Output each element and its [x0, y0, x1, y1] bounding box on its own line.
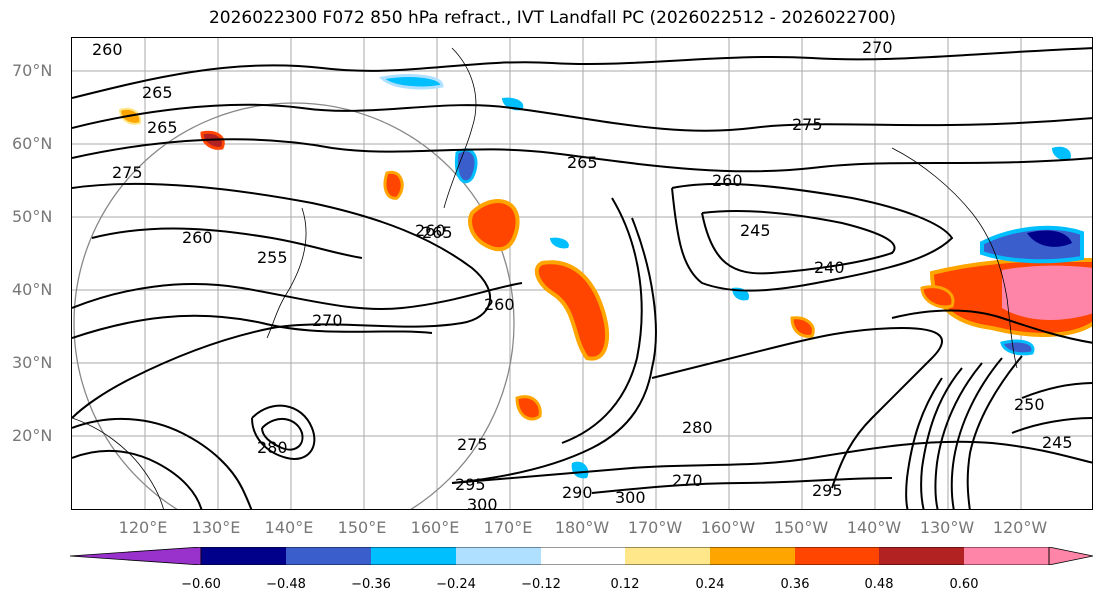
colorbar-tick: −0.48 [266, 577, 306, 592]
colorbar-tick: 0.24 [695, 577, 725, 592]
lat-label-30n: 30°N [12, 353, 53, 372]
contour-label: 265 [567, 153, 598, 172]
contour-label: 245 [1042, 433, 1073, 452]
colorbar-tick: 0.48 [864, 577, 894, 592]
lon-label-130w: 130°W [919, 518, 975, 537]
contour-label: 275 [792, 115, 823, 134]
range-circle [73, 102, 515, 509]
anomaly-shading [118, 74, 1092, 479]
colorbar-bin [286, 547, 371, 565]
contour-label: 260 [415, 221, 446, 240]
contour-label: 260 [182, 228, 213, 247]
contour-label: 265 [422, 223, 453, 242]
lon-label-140w: 140°W [846, 518, 902, 537]
contour-label: 260 [484, 295, 515, 314]
lon-label-170e: 170°E [483, 518, 533, 537]
lon-label-120w: 120°W [992, 518, 1048, 537]
contour-label: 295 [455, 475, 486, 494]
lon-label-150e: 150°E [337, 518, 387, 537]
colorbar-bin [371, 547, 456, 565]
colorbar-bin [541, 547, 625, 565]
contour-label: 270 [312, 311, 343, 330]
colorbar-tick: 0.36 [780, 577, 810, 592]
contour-label-group: 260 265 270 275 260 255 245 240 265 280 … [92, 38, 1073, 510]
colorbar-tick: −0.36 [351, 577, 391, 592]
contour-label: 265 [142, 83, 173, 102]
colorbar-bin [964, 547, 1049, 565]
lat-label-20n: 20°N [12, 426, 53, 445]
contour-label: 300 [615, 488, 646, 507]
map-canvas: 260 265 270 275 260 255 245 240 265 280 … [72, 38, 1092, 510]
colorbar [70, 547, 1094, 565]
contour-label: 250 [1014, 395, 1045, 414]
contour-label: 275 [112, 163, 143, 182]
lat-label-60n: 60°N [12, 134, 53, 153]
lat-label-50n: 50°N [12, 207, 53, 226]
contour-label: 270 [862, 38, 893, 57]
contour-label: 290 [562, 483, 593, 502]
contour-label: 280 [682, 418, 713, 437]
contour-label: 270 [672, 471, 703, 490]
colorbar-bin [201, 547, 286, 565]
contour-label: 275 [457, 435, 488, 454]
colorbar-bin [710, 547, 795, 565]
coastlines [72, 47, 1018, 509]
colorbar-bin [795, 547, 879, 565]
colorbar-tick: 0.12 [610, 577, 640, 592]
colorbar-min-extend [70, 547, 202, 565]
lat-label-40n: 40°N [12, 280, 53, 299]
colorbar-tick: −0.24 [436, 577, 476, 592]
colorbar-max-extend [1048, 547, 1094, 565]
contour-label: 280 [257, 438, 288, 457]
lon-label-150w: 150°W [773, 518, 829, 537]
contour-label: 240 [814, 258, 845, 277]
lon-label-170w: 170°W [627, 518, 683, 537]
colorbar-tick: −0.12 [521, 577, 561, 592]
contour-label: 255 [257, 248, 288, 267]
contour-label: 300 [467, 495, 498, 510]
colorbar-tick: −0.60 [181, 577, 221, 592]
lon-label-160w: 160°W [700, 518, 756, 537]
contour-label: 295 [812, 481, 843, 500]
colorbar-bin [456, 547, 541, 565]
contour-label: 265 [147, 118, 178, 137]
contour-label: 260 [712, 171, 743, 190]
lon-label-160e: 160°E [410, 518, 460, 537]
contour-label: 245 [740, 221, 771, 240]
lat-label-70n: 70°N [12, 61, 53, 80]
map-title: 2026022300 F072 850 hPa refract., IVT La… [208, 8, 896, 28]
contour-label: 260 [92, 40, 123, 59]
colorbar-tick: 0.60 [949, 577, 979, 592]
lon-label-140e: 140°E [264, 518, 314, 537]
map-panel: 260 265 270 275 260 255 245 240 265 280 … [71, 37, 1093, 510]
lon-label-180w: 180°W [554, 518, 610, 537]
lon-label-130e: 130°E [191, 518, 241, 537]
colorbar-bin [625, 547, 710, 565]
lon-label-120e: 120°E [118, 518, 168, 537]
colorbar-bin [879, 547, 964, 565]
refractivity-contours [72, 47, 1092, 509]
